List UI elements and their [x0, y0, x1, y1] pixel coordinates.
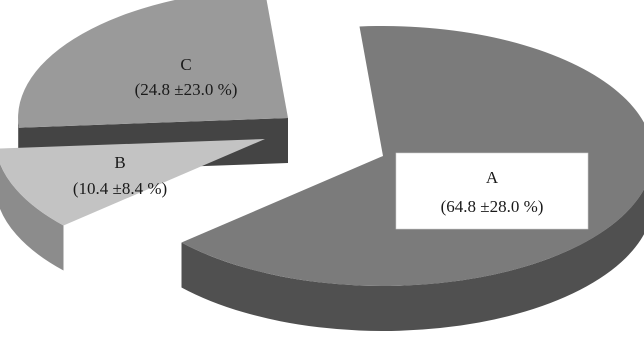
label-A: A (64.8 ±28.0 %) [395, 152, 589, 230]
label-A-box [395, 152, 589, 230]
slice-B-side [0, 163, 64, 271]
label-C: C (24.8 ±23.0 %) [135, 55, 238, 99]
label-A-value: (64.8 ±28.0 %) [441, 197, 544, 216]
label-C-name: C [180, 55, 191, 74]
label-C-value: (24.8 ±23.0 %) [135, 80, 238, 99]
label-B-name: B [114, 153, 125, 172]
slice-B-top [0, 139, 265, 226]
label-A-name: A [486, 168, 499, 187]
label-B-value: (10.4 ±8.4 %) [73, 179, 167, 198]
slice-C-top [18, 0, 288, 128]
label-B: B (10.4 ±8.4 %) [73, 153, 167, 198]
slice-B [0, 139, 265, 271]
slice-A-side [181, 189, 644, 331]
